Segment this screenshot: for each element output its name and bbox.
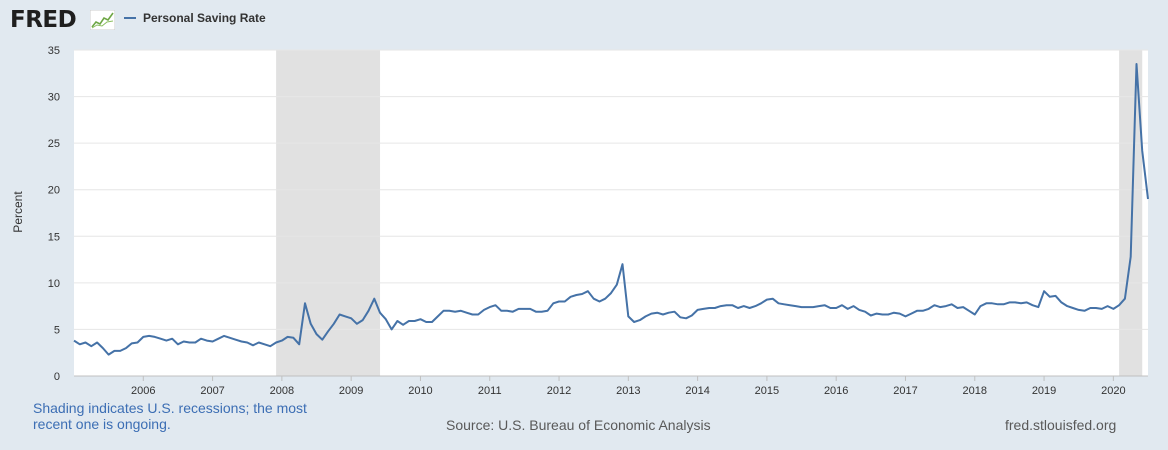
x-tick-label: 2008 xyxy=(270,385,294,397)
chart-legend[interactable]: Personal Saving Rate xyxy=(124,11,266,25)
x-tick-label: 2007 xyxy=(200,385,224,397)
y-tick-label: 20 xyxy=(48,185,60,197)
x-tick-label: 2018 xyxy=(963,385,987,397)
x-tick-label: 2011 xyxy=(478,385,502,397)
x-tick-label: 2020 xyxy=(1101,385,1125,397)
x-tick-label: 2014 xyxy=(685,385,709,397)
legend-swatch xyxy=(124,17,136,19)
y-axis-label: Percent xyxy=(11,191,25,233)
chart-header: FRED Personal Saving Rate xyxy=(0,0,1168,40)
x-tick-label: 2017 xyxy=(893,385,917,397)
x-tick-label: 2019 xyxy=(1032,385,1056,397)
series-line xyxy=(73,63,1149,356)
x-tick-label: 2015 xyxy=(755,385,779,397)
recession-band xyxy=(276,50,381,376)
x-tick-label: 2016 xyxy=(824,385,848,397)
y-tick-label: 25 xyxy=(48,138,60,150)
y-tick-label: 5 xyxy=(54,324,60,336)
y-tick-label: 30 xyxy=(48,92,60,104)
x-tick-label: 2009 xyxy=(339,385,363,397)
x-tick-label: 2010 xyxy=(408,385,432,397)
source-url[interactable]: fred.stlouisfed.org xyxy=(1005,417,1117,433)
source-text: Source: U.S. Bureau of Economic Analysis xyxy=(446,417,711,433)
x-tick-label: 2013 xyxy=(616,385,640,397)
y-tick-label: 0 xyxy=(54,371,60,383)
fred-graph-icon xyxy=(90,10,115,30)
fred-logo[interactable]: FRED xyxy=(10,7,77,33)
recession-note: Shading indicates U.S. recessions; the m… xyxy=(33,400,307,432)
y-tick-label: 15 xyxy=(48,231,60,243)
plot-background xyxy=(74,50,1148,376)
y-tick-label: 35 xyxy=(48,45,60,57)
chart-area[interactable]: 0 5 10 15 20 25 30 35 2006 2007 2008 2009 2010 2011 20… xyxy=(0,40,1168,400)
legend-label: Personal Saving Rate xyxy=(143,11,266,25)
y-tick-label: 10 xyxy=(48,278,60,290)
x-tick-label: 2006 xyxy=(131,385,155,397)
x-tick-label: 2012 xyxy=(547,385,571,397)
